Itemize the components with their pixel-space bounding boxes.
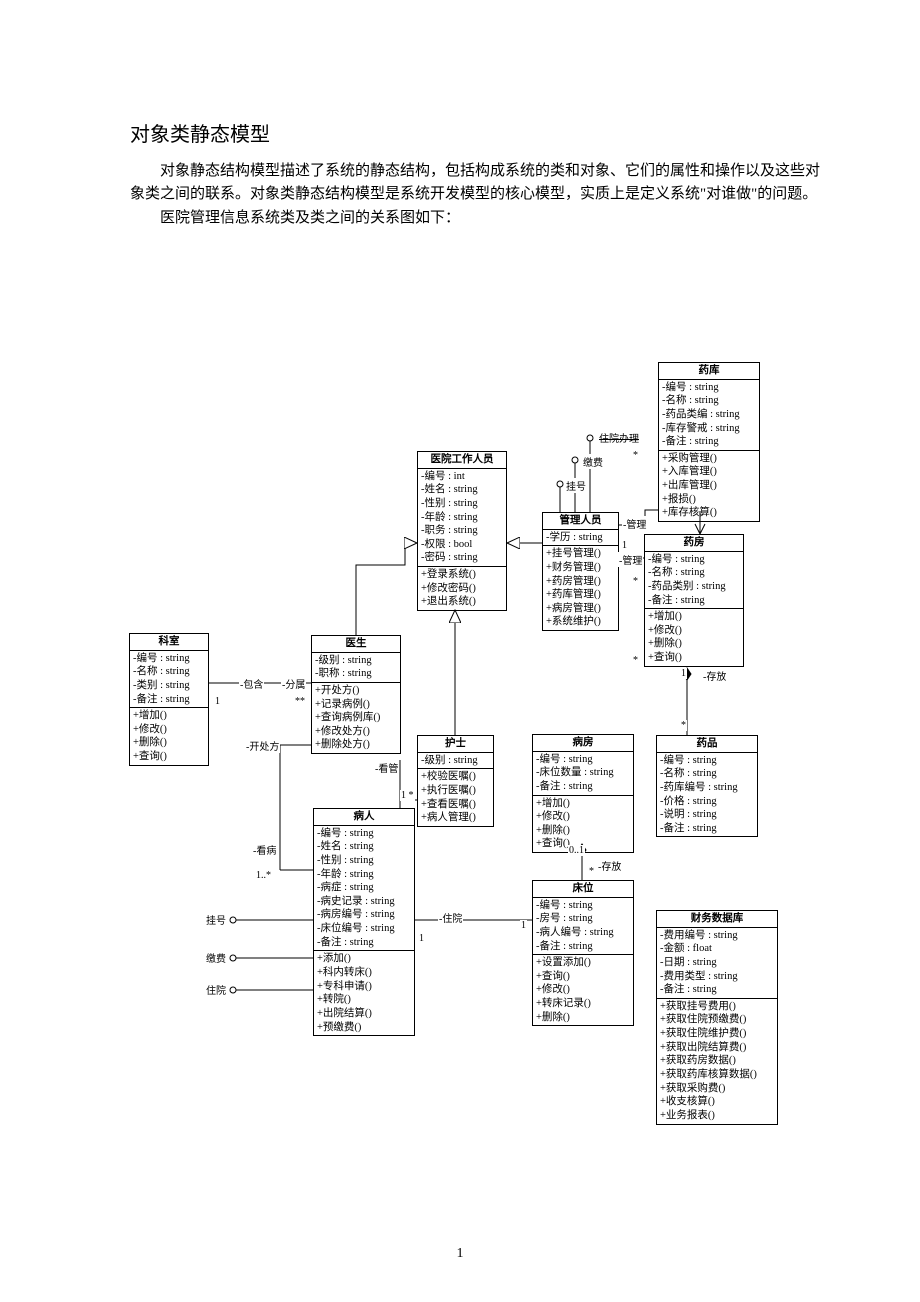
lbl-gh: 挂号 — [205, 912, 227, 927]
lbl-store2: -存放 — [597, 858, 622, 873]
mult-st4: * — [632, 576, 639, 587]
class-name: 财务数据库 — [657, 911, 777, 928]
class-bingfang: 病房 -编号 : string-床位数量 : string-备注 : strin… — [532, 734, 634, 853]
class-yaoku: 药库 -编号 : string-名称 : string-药品类编 : strin… — [658, 362, 760, 522]
mult-1c: 1 — [418, 933, 425, 944]
intro-paragraph: 对象静态结构模型描述了系统的静态结构，包括构成系统的类和对象、它们的属性和操作以… — [130, 160, 820, 230]
mult-1f: 1 * — [400, 790, 415, 801]
lbl-store1: -存放 — [702, 668, 727, 683]
mult-star: ** — [294, 696, 306, 707]
class-name: 护士 — [418, 736, 493, 753]
class-name: 医生 — [312, 636, 400, 653]
mult-1g: 1..* — [255, 870, 272, 881]
mult-1d: 1 — [520, 920, 527, 931]
lbl-pay: 缴费 — [582, 454, 604, 469]
lbl-manage: -管理 — [622, 516, 647, 531]
mult-st5: * — [632, 655, 639, 666]
class-attrs: -编号 : string-名称 : string-药库编号 : string-价… — [657, 753, 757, 837]
class-name: 科室 — [130, 634, 208, 651]
class-attrs: -编号 : string-名称 : string-药品类编 : string-库… — [659, 380, 759, 450]
mult-st2: * — [588, 866, 595, 877]
class-guanliry: 管理人员 -学历 : string +挂号管理()+财务管理()+药房管理()+… — [542, 512, 619, 631]
class-name: 管理人员 — [543, 513, 618, 530]
class-name: 药房 — [645, 535, 743, 552]
mult-1e: 1 — [621, 540, 628, 551]
page-number: 1 — [0, 1246, 920, 1262]
class-caiwu: 财务数据库 -费用编号 : string-金额 : float-日期 : str… — [656, 910, 778, 1125]
class-yisheng: 医生 -级别 : string-职称 : string +开处方()+记录病例(… — [311, 635, 401, 754]
mult-01: 0..1 — [568, 845, 585, 856]
class-bingren: 病人 -编号 : string-姓名 : string-性别 : string-… — [313, 808, 415, 1036]
class-ops: +获取挂号费用()+获取住院预缴费()+获取住院维护费()+获取出院结算费()+… — [657, 998, 777, 1124]
class-ops: +增加()+修改()+删除()+查询() — [533, 795, 633, 853]
class-name: 医院工作人员 — [418, 452, 506, 469]
class-attrs: -编号 : int-姓名 : string-性别 : string-年龄 : s… — [418, 469, 506, 566]
class-name: 药库 — [659, 363, 759, 380]
class-name: 药品 — [657, 736, 757, 753]
class-ops: +登录系统()+修改密码()+退出系统() — [418, 566, 506, 610]
class-yiyuangzry: 医院工作人员 -编号 : int-姓名 : string-性别 : string… — [417, 451, 507, 611]
class-yaopin: 药品 -编号 : string-名称 : string-药库编号 : strin… — [656, 735, 758, 837]
class-hushi: 护士 -级别 : string +校验医嘱()+执行医嘱()+查看医嘱()+病人… — [417, 735, 494, 827]
class-attrs: -编号 : string-名称 : string-药品类别 : string-备… — [645, 552, 743, 609]
class-ops: +挂号管理()+财务管理()+药房管理()+药库管理()+病房管理()+系统维护… — [543, 545, 618, 630]
lbl-hospitalize: 住院办理 — [598, 430, 640, 445]
class-attrs: -编号 : string-名称 : string-类别 : string-备注 … — [130, 651, 208, 708]
mult-1b: 1 — [680, 668, 687, 679]
class-chuangwei: 床位 -编号 : string-房号 : string-病人编号 : strin… — [532, 880, 634, 1026]
mult-st: * — [680, 720, 687, 731]
class-ops: +增加()+修改()+删除()+查询() — [130, 707, 208, 765]
page-title: 对象类静态模型 — [130, 118, 270, 147]
lbl-jf: 缴费 — [205, 950, 227, 965]
lbl-include: -包含 — [239, 676, 264, 691]
lbl-mgr2: -管理 — [618, 552, 643, 567]
class-name: 病房 — [533, 735, 633, 752]
lbl-seePatient: -看病 — [252, 842, 277, 857]
lbl-belong: -分属 — [281, 676, 306, 691]
lbl-nurse: -看管 — [374, 760, 399, 775]
class-ops: +添加()+科内转床()+专科申请()+转院()+出院结算()+预缴费() — [314, 950, 414, 1035]
class-name: 病人 — [314, 809, 414, 826]
class-attrs: -级别 : string-职称 : string — [312, 653, 400, 682]
class-attrs: -学历 : string — [543, 530, 618, 546]
class-ops: +采购管理()+入库管理()+出库管理()+报损()+库存核算() — [659, 450, 759, 521]
lbl-zy: 住院 — [205, 982, 227, 997]
class-attrs: -编号 : string-姓名 : string-性别 : string-年龄 … — [314, 826, 414, 951]
lbl-prescribe: -开处方 — [245, 738, 280, 753]
mult-st3: * — [632, 450, 639, 461]
class-name: 床位 — [533, 881, 633, 898]
class-ops: +开处方()+记录病例()+查询病例库()+修改处方()+删除处方() — [312, 682, 400, 753]
mult-1: 1 — [214, 696, 221, 707]
lbl-register: 挂号 — [565, 478, 587, 493]
class-ops: +增加()+修改()+删除()+查询() — [645, 608, 743, 666]
class-attrs: -编号 : string-床位数量 : string-备注 : string — [533, 752, 633, 795]
lbl-stayIn: -住院 — [438, 910, 463, 925]
class-ops: +设置添加()+查询()+修改()+转床记录()+删除() — [533, 954, 633, 1025]
class-attrs: -编号 : string-房号 : string-病人编号 : string-备… — [533, 898, 633, 955]
class-ops: +校验医嘱()+执行医嘱()+查看医嘱()+病人管理() — [418, 768, 493, 826]
class-attrs: -级别 : string — [418, 753, 493, 769]
class-yaofang: 药房 -编号 : string-名称 : string-药品类别 : strin… — [644, 534, 744, 667]
class-attrs: -费用编号 : string-金额 : float-日期 : string-费用… — [657, 928, 777, 998]
class-keshi: 科室 -编号 : string-名称 : string-类别 : string-… — [129, 633, 209, 766]
